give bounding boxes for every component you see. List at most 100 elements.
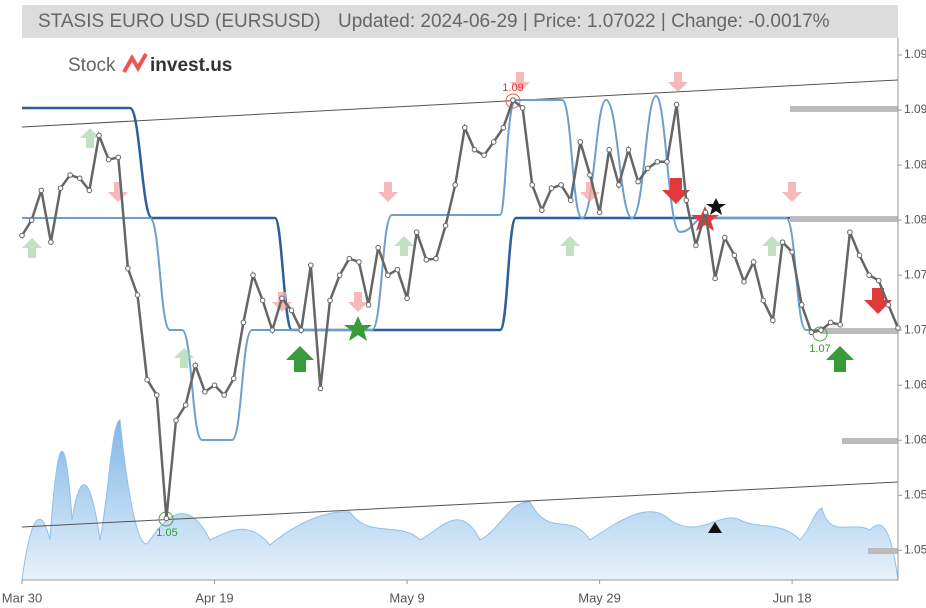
price-point bbox=[760, 297, 767, 304]
price-point bbox=[664, 158, 670, 165]
price-point bbox=[616, 182, 622, 188]
y-tick-label: 1.07 bbox=[904, 322, 926, 336]
price-point bbox=[57, 185, 64, 191]
trend-line bbox=[21, 79, 899, 128]
price-point bbox=[847, 229, 853, 236]
price-point bbox=[635, 178, 641, 185]
y-tick-label: 1.06 bbox=[904, 377, 926, 391]
price-point bbox=[539, 207, 545, 214]
price-point bbox=[702, 209, 709, 216]
price-point bbox=[442, 222, 449, 229]
price-point bbox=[269, 327, 276, 333]
x-tick-label: May 29 bbox=[578, 590, 621, 605]
price-point bbox=[558, 182, 564, 188]
chart-subtitle: Updated: 2024-06-29 | Price: 1.07022 | C… bbox=[338, 11, 830, 32]
price-point bbox=[19, 232, 25, 239]
price-point bbox=[827, 319, 834, 326]
y-tick-label: 1.09 bbox=[904, 47, 926, 61]
volume-area bbox=[21, 419, 899, 581]
price-point bbox=[192, 362, 199, 369]
price-point bbox=[510, 97, 516, 103]
price-point bbox=[577, 139, 584, 145]
y-tick-label: 1.06 bbox=[904, 432, 926, 446]
price-point bbox=[153, 392, 160, 398]
price-point bbox=[789, 249, 795, 255]
price-point bbox=[750, 259, 757, 265]
price-point bbox=[500, 124, 507, 131]
price-point bbox=[240, 319, 247, 326]
logo-icon bbox=[122, 53, 148, 73]
price-point bbox=[105, 156, 112, 163]
price-point bbox=[866, 272, 872, 278]
price-point bbox=[895, 325, 901, 331]
band-line bbox=[22, 106, 898, 332]
price-point bbox=[221, 392, 227, 398]
price-point bbox=[673, 101, 680, 108]
price-point bbox=[211, 382, 218, 388]
chart-title: STASIS EURO USD (EURSUSD) bbox=[38, 11, 321, 32]
price-point bbox=[250, 272, 256, 278]
y-tick-label: 1.05 bbox=[904, 487, 926, 501]
price-point bbox=[163, 515, 170, 522]
right-dashes bbox=[790, 106, 898, 554]
price-point bbox=[644, 165, 651, 172]
price-point bbox=[336, 272, 343, 278]
price-point bbox=[356, 259, 362, 265]
price-point bbox=[144, 376, 150, 383]
price-line bbox=[20, 98, 900, 519]
price-point bbox=[770, 317, 776, 324]
price-point bbox=[712, 275, 718, 282]
price-point bbox=[86, 187, 93, 194]
logo-text: invest.us bbox=[150, 55, 232, 76]
x-tick-label: Apr 19 bbox=[195, 590, 233, 605]
price-point bbox=[875, 277, 882, 284]
price-point bbox=[452, 182, 458, 188]
price-point bbox=[279, 295, 285, 302]
price-point bbox=[28, 217, 35, 223]
price-point bbox=[38, 187, 45, 194]
annotation: 1.05 bbox=[156, 527, 177, 539]
price-point bbox=[481, 152, 487, 158]
price-point bbox=[76, 175, 83, 182]
title-bar bbox=[22, 5, 898, 38]
price-point bbox=[462, 124, 468, 131]
price-point bbox=[259, 297, 266, 304]
price-point bbox=[519, 105, 526, 111]
annotation: 1.07 bbox=[809, 343, 830, 355]
price-point bbox=[548, 185, 555, 191]
price-point bbox=[567, 197, 574, 204]
x-tick-label: Mar 30 bbox=[2, 590, 42, 605]
price-point bbox=[404, 295, 410, 302]
price-point bbox=[741, 278, 747, 285]
y-tick-label: 1.07 bbox=[904, 267, 926, 281]
price-point bbox=[654, 158, 661, 165]
price-point bbox=[587, 172, 593, 178]
price-point bbox=[375, 244, 381, 251]
x-tick-label: Jun 18 bbox=[773, 590, 812, 605]
price-point bbox=[67, 172, 73, 178]
price-point bbox=[798, 302, 805, 308]
x-tick-label: May 9 bbox=[389, 590, 424, 605]
band-line bbox=[22, 94, 898, 441]
price-point bbox=[327, 297, 333, 304]
price-point bbox=[529, 182, 535, 188]
price-point bbox=[298, 327, 304, 333]
price-point bbox=[423, 256, 430, 263]
price-point bbox=[471, 146, 478, 153]
price-point bbox=[596, 209, 603, 216]
price-point bbox=[385, 272, 391, 278]
price-point bbox=[48, 239, 54, 245]
price-point bbox=[490, 139, 497, 145]
y-tick-label: 1.09 bbox=[904, 102, 926, 116]
price-point bbox=[365, 302, 372, 308]
price-point bbox=[885, 302, 892, 308]
price-point bbox=[856, 252, 863, 259]
price-point bbox=[394, 266, 401, 273]
price-point bbox=[837, 321, 844, 328]
price-point bbox=[182, 402, 189, 408]
price-point bbox=[288, 307, 295, 314]
y-tick-label: 1.05 bbox=[904, 542, 926, 556]
price-point bbox=[606, 146, 613, 153]
